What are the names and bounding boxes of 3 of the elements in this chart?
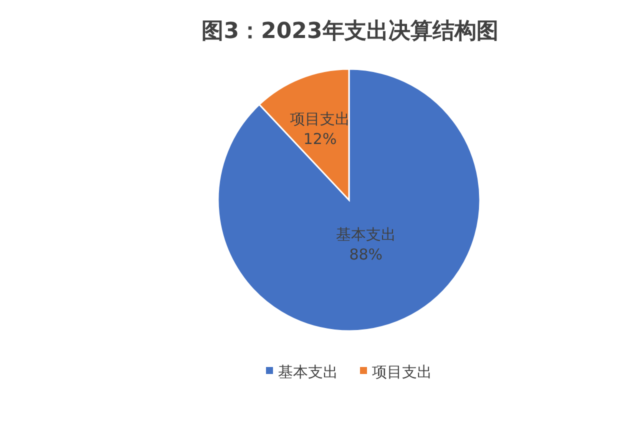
chart-title: 图3：2023年支出决算结构图	[202, 19, 498, 44]
legend-label: 项目支出	[372, 363, 432, 381]
legend-label: 基本支出	[278, 363, 338, 381]
